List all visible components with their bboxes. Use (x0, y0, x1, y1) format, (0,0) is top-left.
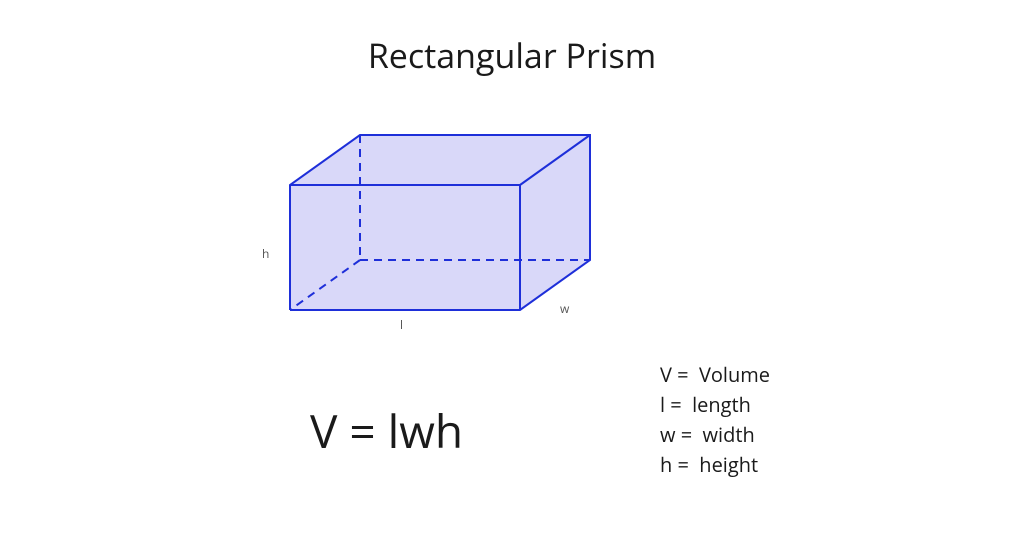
legend-definition: height (699, 451, 758, 478)
legend-definition: length (692, 391, 751, 418)
legend-row: w = width (660, 420, 770, 450)
legend-row: l = length (660, 390, 770, 420)
volume-formula: V = lwh (310, 400, 463, 462)
dimension-label-l: l (400, 316, 403, 333)
legend-definition: Volume (699, 361, 770, 388)
legend-symbol: w (660, 421, 676, 448)
prism-face-front (290, 185, 520, 310)
legend-definition: width (703, 421, 755, 448)
legend-symbol: l (660, 391, 665, 418)
rectangular-prism-diagram (270, 125, 610, 345)
legend-row: V = Volume (660, 360, 770, 390)
legend: V = Volume l = length w = width h = heig… (660, 360, 770, 480)
legend-row: h = height (660, 450, 770, 480)
page-title: Rectangular Prism (0, 32, 1024, 78)
legend-symbol: h (660, 451, 672, 478)
dimension-label-h: h (262, 245, 269, 262)
legend-symbol: V (660, 361, 672, 388)
dimension-label-w: w (560, 300, 569, 317)
